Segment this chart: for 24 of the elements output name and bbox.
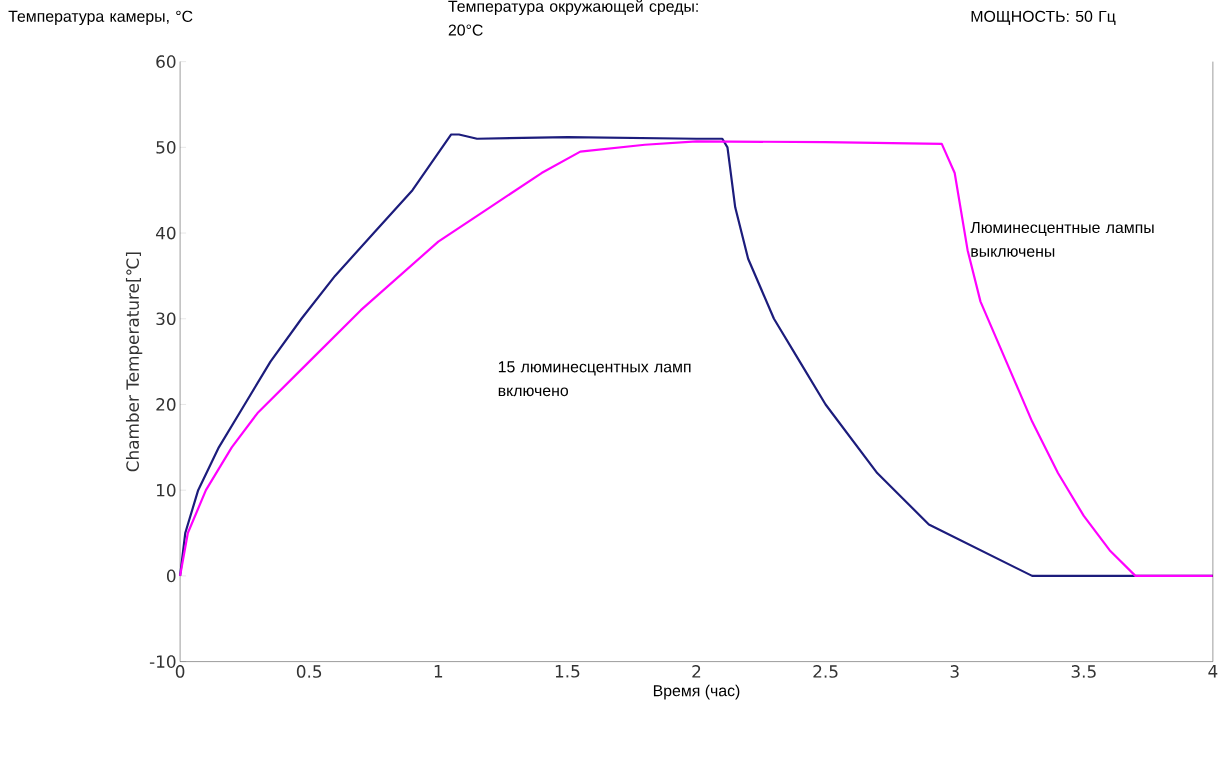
x-tick-label: 1 bbox=[434, 665, 443, 678]
x-axis-title: Время (час) bbox=[653, 684, 740, 700]
x-tick-label: 2 bbox=[692, 665, 701, 678]
y-axis-title: Chamber Temperature[℃] bbox=[125, 252, 143, 472]
y-tick-label: 60 bbox=[156, 55, 176, 68]
x-tick-label: 3.5 bbox=[1071, 665, 1096, 678]
text: Температура камеры, °C bbox=[8, 10, 193, 25]
y-tick-label: 30 bbox=[156, 312, 176, 326]
x-tick-label: 2.5 bbox=[813, 665, 838, 678]
x-tick-label: 4 bbox=[1208, 665, 1218, 678]
y-tick-label: 20 bbox=[156, 398, 176, 411]
x-tick-label: 0.5 bbox=[296, 665, 322, 678]
x-tick-label: 0 bbox=[175, 665, 185, 678]
annotation: Люминесцентные лампы выключены bbox=[970, 221, 1154, 257]
y-tick-label: -10 bbox=[149, 655, 176, 668]
x-tick-label: 1.5 bbox=[555, 665, 580, 678]
y-tick-label: 0 bbox=[166, 569, 176, 583]
text: Температура окружающей среды: 20°C bbox=[448, 0, 698, 36]
annotation: 15 люминесцентных ламп включено bbox=[498, 361, 691, 397]
y-tick-label: 40 bbox=[155, 226, 176, 240]
x-tick-label: 3 bbox=[950, 665, 959, 678]
y-tick-label: 10 bbox=[157, 483, 176, 497]
y-tick-label: 50 bbox=[156, 140, 176, 154]
text: МОЩНОСТЬ: 50 Гц bbox=[971, 10, 1116, 25]
